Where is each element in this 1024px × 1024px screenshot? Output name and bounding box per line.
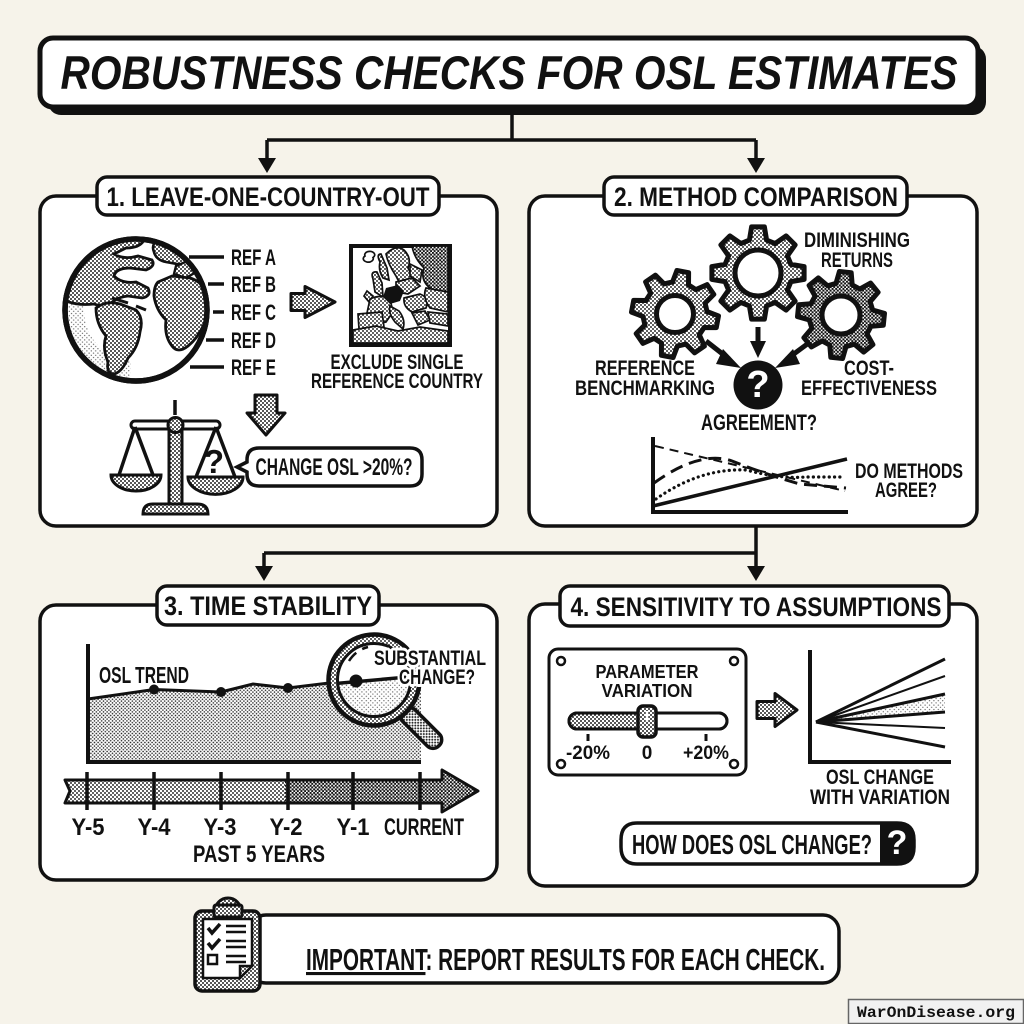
svg-text:WarOnDisease.org: WarOnDisease.org	[857, 1004, 1015, 1022]
svg-text:REF B: REF B	[231, 272, 276, 297]
svg-text:WITH VARIATION: WITH VARIATION	[810, 786, 950, 809]
svg-text:CHANGE OSL >20%?: CHANGE OSL >20%?	[256, 454, 413, 481]
svg-text:VARIATION: VARIATION	[602, 681, 693, 701]
svg-text:AGREE?: AGREE?	[875, 479, 937, 502]
svg-text:OSL CHANGE: OSL CHANGE	[826, 766, 934, 789]
svg-text:Y-3: Y-3	[204, 814, 237, 841]
svg-text:?: ?	[204, 443, 224, 480]
svg-text:ROBUSTNESS CHECKS FOR OSL ESTI: ROBUSTNESS CHECKS FOR OSL ESTIMATES	[61, 46, 958, 99]
svg-text:Y-1: Y-1	[337, 814, 370, 841]
svg-text:EFFECTIVENESS: EFFECTIVENESS	[801, 377, 937, 400]
svg-text:?: ?	[887, 824, 908, 862]
svg-text:REF C: REF C	[231, 300, 276, 325]
svg-text:OSL TREND: OSL TREND	[99, 662, 189, 688]
svg-text:REF E: REF E	[231, 355, 276, 380]
svg-text:RETURNS: RETURNS	[821, 249, 893, 272]
svg-text:1. LEAVE-ONE-COUNTRY-OUT: 1. LEAVE-ONE-COUNTRY-OUT	[107, 182, 430, 212]
svg-text:AGREEMENT?: AGREEMENT?	[701, 410, 817, 435]
svg-text:REFERENCE: REFERENCE	[595, 357, 695, 380]
svg-text:EXCLUDE SINGLE: EXCLUDE SINGLE	[331, 351, 464, 374]
svg-text:BENCHMARKING: BENCHMARKING	[575, 377, 715, 400]
svg-text:+20%: +20%	[683, 743, 729, 764]
svg-text:PARAMETER: PARAMETER	[596, 662, 699, 682]
svg-text:DIMINISHING: DIMINISHING	[804, 229, 910, 252]
svg-text:Y-5: Y-5	[72, 814, 105, 841]
svg-text:?: ?	[746, 364, 769, 406]
svg-text:0: 0	[642, 743, 653, 764]
svg-text:IMPORTANT: REPORT RESULTS FOR: IMPORTANT: REPORT RESULTS FOR EACH CHECK…	[306, 942, 825, 977]
svg-text:Y-4: Y-4	[138, 814, 172, 841]
svg-text:HOW DOES OSL CHANGE?: HOW DOES OSL CHANGE?	[632, 829, 872, 860]
svg-text:3. TIME STABILITY: 3. TIME STABILITY	[164, 591, 372, 621]
svg-text:DO METHODS: DO METHODS	[855, 460, 963, 483]
svg-text:CHANGE?: CHANGE?	[399, 665, 475, 689]
svg-text:REF A: REF A	[231, 245, 276, 270]
svg-text:REF D: REF D	[231, 328, 276, 353]
svg-text:REFERENCE COUNTRY: REFERENCE COUNTRY	[311, 370, 483, 393]
svg-text:COST-: COST-	[844, 357, 894, 380]
svg-text:SUBSTANTIAL: SUBSTANTIAL	[374, 646, 486, 670]
svg-text:CURRENT: CURRENT	[384, 814, 464, 841]
svg-text:-20%: -20%	[566, 743, 610, 764]
svg-text:2. METHOD COMPARISON: 2. METHOD COMPARISON	[614, 182, 898, 212]
svg-text:PAST 5 YEARS: PAST 5 YEARS	[193, 841, 325, 868]
svg-text:Y-2: Y-2	[270, 814, 303, 841]
svg-text:4. SENSITIVITY TO ASSUMPTIONS: 4. SENSITIVITY TO ASSUMPTIONS	[571, 592, 942, 622]
